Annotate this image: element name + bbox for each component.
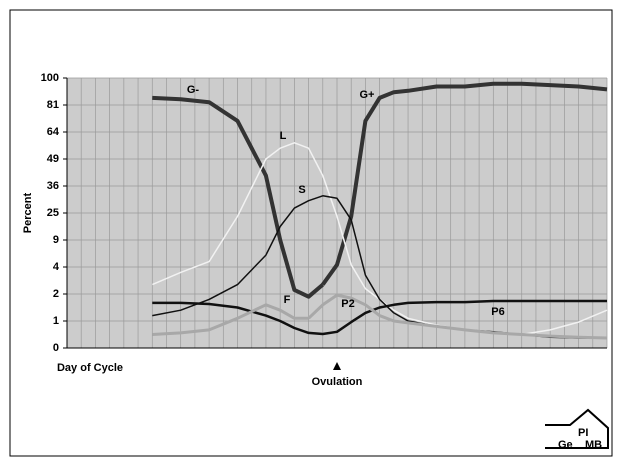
y-tick-label: 2 [53,288,59,300]
logo-text: PI [578,427,588,439]
y-tick-label: 9 [53,234,59,246]
y-axis-label: Percent [22,192,34,233]
series-label: L [280,130,287,142]
logo-text: Ge [558,439,573,451]
series-label: P2 [341,298,354,310]
series-line [152,303,309,336]
y-tick-label: 100 [41,72,59,84]
series-label: F [284,294,291,306]
y-tick-label: 49 [47,153,59,165]
series-line [321,81,608,286]
series-line [307,293,608,340]
logo: PI Ge MB [545,408,609,451]
series-label: P6 [491,306,504,318]
y-tick-label: 36 [47,180,59,192]
series-label: S [298,184,305,196]
ovulation-arrow [333,362,341,370]
ovulation-label: Ovulation [312,376,363,388]
series-line [152,95,325,299]
y-tick-label: 25 [47,207,59,219]
logo-house [545,408,609,449]
y-tick-label: 0 [53,342,59,354]
series-label: G+ [360,89,375,101]
logo-text: MB [585,439,602,451]
y-tick-label: 64 [47,126,60,138]
x-axis-label: Day of Cycle [57,362,123,374]
y-tick-label: 81 [47,99,59,111]
series-label: G- [187,84,200,96]
y-tick-label: 1 [53,315,59,327]
y-tick-label: 4 [53,261,60,273]
